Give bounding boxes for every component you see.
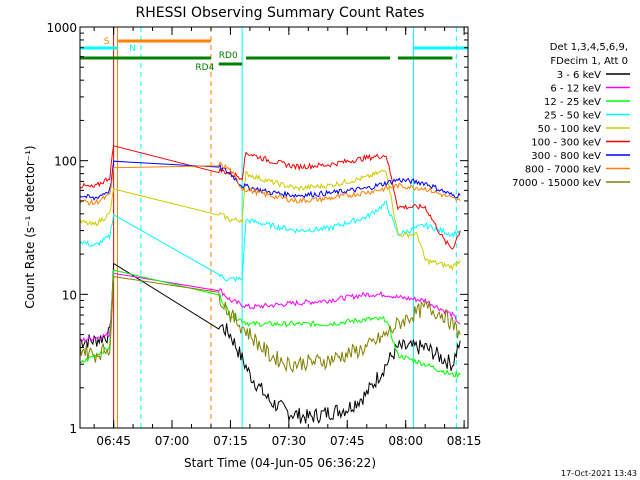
legend-label-7: 300 - 800 keV [531, 151, 601, 162]
x-axis-label: Start Time (04-Jun-05 06:36:22) [184, 456, 376, 470]
y-tick-label-100: 100 [54, 155, 77, 169]
legend-label-2: 6 - 12 keV [550, 84, 601, 95]
legend-label-1: 3 - 6 keV [557, 70, 601, 81]
series-line-2 [79, 272, 461, 343]
plot-frame [79, 26, 469, 429]
legend-title-line-2: FDecim 1, Att 0 [550, 56, 628, 67]
legend-label-8: 800 - 7000 keV [525, 165, 601, 176]
series-line-7 [79, 160, 461, 201]
flag-label-rd4: RD4 [195, 63, 214, 73]
x-tick-label-07:00: 07:00 [155, 434, 190, 448]
series-line-9 [79, 276, 461, 374]
x-tick-label-07:15: 07:15 [213, 434, 248, 448]
legend-label-9: 7000 - 15000 keV [512, 178, 601, 189]
plot-layer: S N RD0 RD4 1 10 100 1000 06:45 07:00 07:15 07:30 07… [46, 21, 481, 448]
legend-label-6: 100 - 300 keV [531, 138, 601, 149]
y-axis-label: Count Rate (s⁻¹ detector⁻¹) [23, 145, 37, 308]
series-line-6 [79, 145, 461, 250]
series-line-5 [79, 169, 461, 272]
flag-label-n: N [129, 44, 136, 54]
y-tick-label-1: 1 [69, 422, 77, 436]
legend-title-line-1: Det 1,3,4,5,6,9, [550, 42, 628, 53]
legend-label-3: 12 - 25 keV [544, 97, 601, 108]
series-line-4 [79, 200, 461, 283]
x-tick-label-06:45: 06:45 [96, 434, 131, 448]
legend-label-5: 50 - 100 keV [538, 124, 602, 135]
y-tick-label-1000: 1000 [46, 21, 77, 35]
y-tick-label-10: 10 [62, 288, 77, 302]
x-tick-label-07:30: 07:30 [272, 434, 307, 448]
chart-title: RHESSI Observing Summary Count Rates [136, 5, 425, 21]
legend-label-4: 25 - 50 keV [544, 111, 601, 122]
series-line-1 [79, 262, 461, 424]
series-line-8 [79, 161, 461, 207]
x-tick-label-07:45: 07:45 [330, 434, 365, 448]
x-tick-label-08:00: 08:00 [388, 434, 423, 448]
flag-label-rd0: RD0 [219, 51, 238, 61]
flag-label-s: S [104, 37, 110, 47]
timestamp: 17-Oct-2021 13:43 [561, 469, 637, 478]
x-tick-label-08:15: 08:15 [447, 434, 482, 448]
legend: 3 - 6 keV 6 - 12 keV 12 - 25 keV 25 - 50 ke… [512, 70, 630, 189]
